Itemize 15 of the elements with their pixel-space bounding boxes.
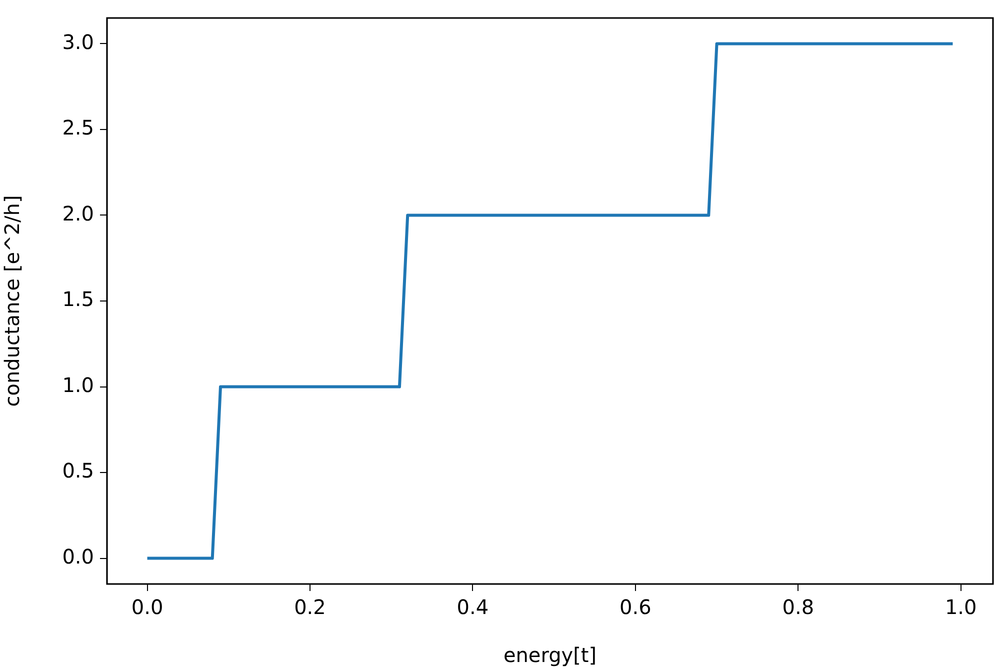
- y-axis-title: conductance [e^2/h]: [0, 195, 24, 407]
- x-tick-label: 0.4: [456, 595, 489, 620]
- y-tick-label: 2.0: [62, 201, 94, 226]
- y-tick-label: 1.0: [62, 372, 94, 397]
- y-tick-label: 1.5: [62, 287, 94, 312]
- x-tick-label: 0.2: [294, 595, 326, 620]
- y-tick-label: 2.5: [62, 116, 94, 140]
- x-tick-label: 1.0: [944, 595, 977, 620]
- x-tick-label: 0.6: [620, 595, 652, 620]
- x-tick-label: 0.0: [131, 595, 164, 620]
- x-tick-label: 0.8: [782, 595, 814, 620]
- y-tick-label: 3.0: [62, 30, 94, 54]
- y-tick-label: 0.0: [62, 544, 94, 568]
- y-tick-label: 0.5: [62, 458, 94, 483]
- x-axis-title: energy[t]: [503, 643, 597, 668]
